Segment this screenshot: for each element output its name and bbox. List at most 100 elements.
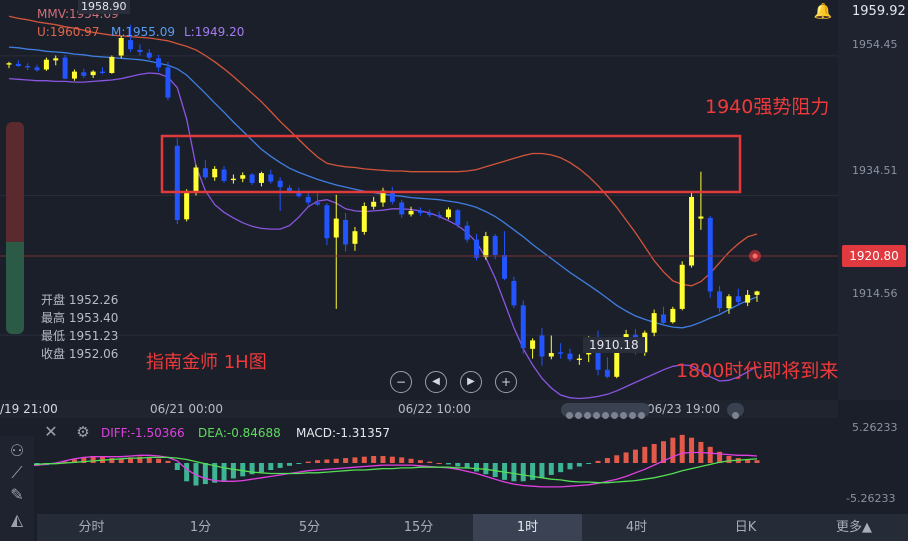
tool-strip <box>0 436 34 541</box>
macd-bar <box>614 455 620 463</box>
candle-body <box>333 218 339 238</box>
tab-timeshare[interactable]: 分时 <box>78 520 105 535</box>
tab-1hour[interactable]: 1时 <box>473 514 582 541</box>
macd-bar <box>707 446 713 463</box>
dea-line <box>9 456 758 484</box>
lower-band-label: L:1949.20 <box>184 25 245 39</box>
candle-body <box>754 291 760 295</box>
period-tab-bar: 分时 1分 5分 15分 1时 4时 日K 更多▲ <box>37 514 908 541</box>
candle-body <box>707 217 713 292</box>
macd-bar <box>109 458 115 463</box>
step-back-button[interactable]: ◀ <box>425 371 447 393</box>
bell-icon[interactable]: 🔔 <box>813 2 833 20</box>
draw-tool-icon[interactable]: ✎ <box>10 485 24 504</box>
macd-bar <box>156 458 162 463</box>
macd-bar <box>128 457 134 463</box>
macd-bar <box>268 463 274 471</box>
sentiment-bar-sell <box>6 122 24 242</box>
brand-annotation: 指南金师 1H图 <box>146 352 267 373</box>
candle-body <box>71 71 77 79</box>
candle-body <box>567 353 573 360</box>
candle-body <box>258 173 264 183</box>
candle-body <box>492 236 498 255</box>
macd-bar <box>146 457 152 463</box>
candle-body <box>277 180 283 188</box>
tab-4hour[interactable]: 4时 <box>625 520 648 535</box>
macd-chart[interactable] <box>0 418 838 514</box>
macd-bar <box>558 463 564 473</box>
candle-body <box>520 305 526 349</box>
macd-bar <box>343 458 349 463</box>
mid-band-line <box>8 46 758 329</box>
step-forward-button[interactable]: ▶ <box>460 371 482 393</box>
candle-body <box>81 72 87 76</box>
macd-diff-label: DIFF:-1.50366 <box>101 426 185 440</box>
lower-band-line <box>8 72 758 400</box>
tab-daily[interactable]: 日K <box>734 520 757 535</box>
candle-body <box>6 63 12 65</box>
macd-bar <box>679 434 685 463</box>
candle-body <box>118 38 124 56</box>
macd-bar <box>184 463 190 482</box>
macd-bar <box>427 461 433 463</box>
candle-body <box>165 67 171 98</box>
candle-body <box>53 58 59 61</box>
candle-body <box>408 210 414 215</box>
candle-body <box>287 187 292 192</box>
macd-bar <box>165 460 171 463</box>
shape-tool-icon[interactable]: ◭ <box>10 510 24 529</box>
macd-bar <box>333 458 339 463</box>
scroll-dot[interactable] <box>727 403 744 419</box>
macd-bar <box>520 463 526 482</box>
candle-body <box>595 336 601 370</box>
price-axis-panel <box>838 0 908 400</box>
price-axis-label: 1914.56 <box>852 287 898 300</box>
macd-bar <box>174 463 180 471</box>
candle-body <box>651 313 657 333</box>
tab-1min[interactable]: 1分 <box>189 520 212 535</box>
macd-bar <box>670 437 676 463</box>
macd-bar <box>445 463 451 465</box>
macd-bar <box>62 461 68 463</box>
macd-bar <box>745 459 751 463</box>
candle-body <box>352 231 358 244</box>
tab-15min[interactable]: 15分 <box>403 520 434 535</box>
page-dots[interactable] <box>561 403 650 419</box>
candle-body <box>717 291 723 309</box>
line-tool-icon[interactable]: ⟋ <box>11 463 23 482</box>
close-icon[interactable]: ✕ <box>44 422 58 441</box>
candle-body <box>548 353 554 357</box>
zoom-out-button[interactable]: − <box>390 371 412 393</box>
candle-body <box>100 71 105 73</box>
time-label: 06/21 00:00 <box>150 402 223 416</box>
macd-dea-label: DEA:-0.84688 <box>198 426 281 440</box>
time-label: 06/22 10:00 <box>398 402 471 416</box>
macd-bar <box>361 456 367 463</box>
candle-body <box>296 191 302 197</box>
candle-body <box>474 239 479 258</box>
macd-bar <box>212 463 218 483</box>
candle-body <box>174 145 180 220</box>
tab-5min[interactable]: 5分 <box>298 520 321 535</box>
tab-more[interactable]: 更多▲ <box>836 520 872 535</box>
ohlc-open: 开盘 1952.26 <box>41 293 119 307</box>
macd-bar <box>221 463 227 481</box>
macd-bar <box>305 461 311 463</box>
zoom-in-button[interactable]: + <box>495 371 517 393</box>
macd-bar <box>642 446 648 463</box>
candle-body <box>661 314 666 323</box>
macd-bar <box>502 463 508 480</box>
macd-bar <box>717 451 723 463</box>
candle-body <box>539 335 545 357</box>
macd-bar <box>118 458 124 463</box>
macd-bar <box>371 455 377 463</box>
candle-body <box>146 52 152 58</box>
ohlc-low: 最低 1951.23 <box>41 329 119 343</box>
ohlc-close: 收盘 1952.06 <box>41 347 119 361</box>
candle-body <box>202 168 208 178</box>
settings-icon[interactable]: ⚙ <box>76 423 90 441</box>
indicator-tool-icon[interactable]: ⚇ <box>9 441 25 460</box>
price-chart[interactable] <box>0 0 838 400</box>
candle-body <box>558 352 564 354</box>
